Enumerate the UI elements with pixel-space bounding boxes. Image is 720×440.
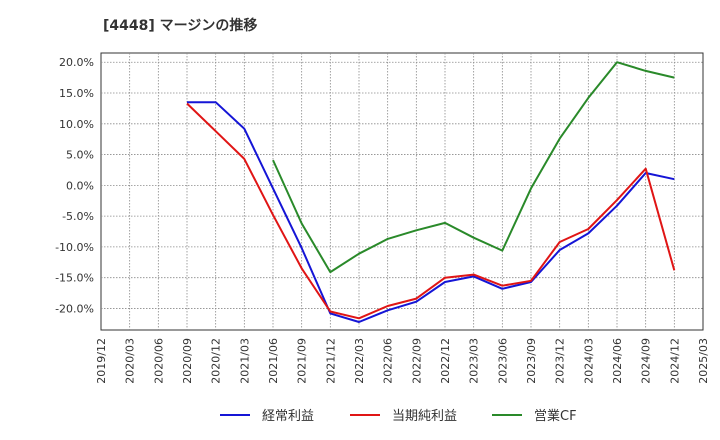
x-tick-label: 2023/03: [468, 338, 481, 384]
y-tick-label: 10.0%: [59, 118, 94, 131]
x-tick-label: 2022/12: [439, 338, 452, 384]
x-tick-label: 2020/03: [124, 338, 137, 384]
series-lines: [186, 61, 676, 323]
x-tick-label: 2021/09: [296, 338, 309, 384]
y-tick-label: -5.0%: [62, 210, 94, 223]
x-tick-label: 2022/06: [382, 338, 395, 384]
grid-lines: [101, 53, 703, 330]
x-tick-label: 2019/12: [95, 338, 108, 384]
y-tick-label: -10.0%: [55, 241, 94, 254]
y-tick-label: -20.0%: [55, 302, 94, 315]
y-tick-label: -15.0%: [55, 272, 94, 285]
x-axis-ticks: 2019/12 2020/03 2020/06 2020/09 2020/12 2021/…: [95, 338, 710, 384]
plot-area: [100, 52, 704, 331]
x-tick-label: 2022/03: [353, 338, 366, 384]
x-tick-label: 2023/06: [496, 338, 509, 384]
legend-label-1: 経常利益: [262, 409, 314, 424]
series-line-1: [187, 101, 675, 323]
y-axis-ticks: 20.0% 15.0% 10.0% 5.0% 0.0% -5.0% -10.0% -15.0%…: [55, 56, 94, 315]
x-tick-label: 2023/12: [554, 338, 567, 384]
y-tick-label: 20.0%: [59, 56, 94, 69]
legend: 経常利益 当期純利益 営業CF: [220, 408, 577, 424]
y-tick-label: 0.0%: [66, 179, 94, 192]
series-line-2: [186, 102, 676, 320]
x-tick-label: 2022/09: [410, 338, 423, 384]
x-tick-label: 2021/03: [238, 338, 251, 384]
x-tick-label: 2024/12: [668, 338, 681, 384]
x-tick-label: 2021/06: [267, 338, 280, 384]
chart-title: [4448] マージンの推移: [103, 17, 257, 34]
x-tick-label: 2020/06: [152, 338, 165, 384]
legend-label-3: 営業CF: [534, 408, 577, 424]
x-tick-label: 2021/12: [324, 338, 337, 384]
x-tick-label: 2024/03: [582, 338, 595, 384]
series-line-3: [272, 61, 675, 274]
x-tick-label: 2020/09: [181, 338, 194, 384]
x-tick-label: 2024/09: [640, 338, 653, 384]
x-tick-label: 2023/09: [525, 338, 538, 384]
y-tick-label: 15.0%: [59, 87, 94, 100]
x-tick-label: 2025/03: [697, 338, 710, 384]
x-tick-label: 2024/06: [611, 338, 624, 384]
x-tick-label: 2020/12: [210, 338, 223, 384]
y-tick-label: 5.0%: [66, 149, 94, 162]
legend-label-2: 当期純利益: [392, 409, 457, 424]
